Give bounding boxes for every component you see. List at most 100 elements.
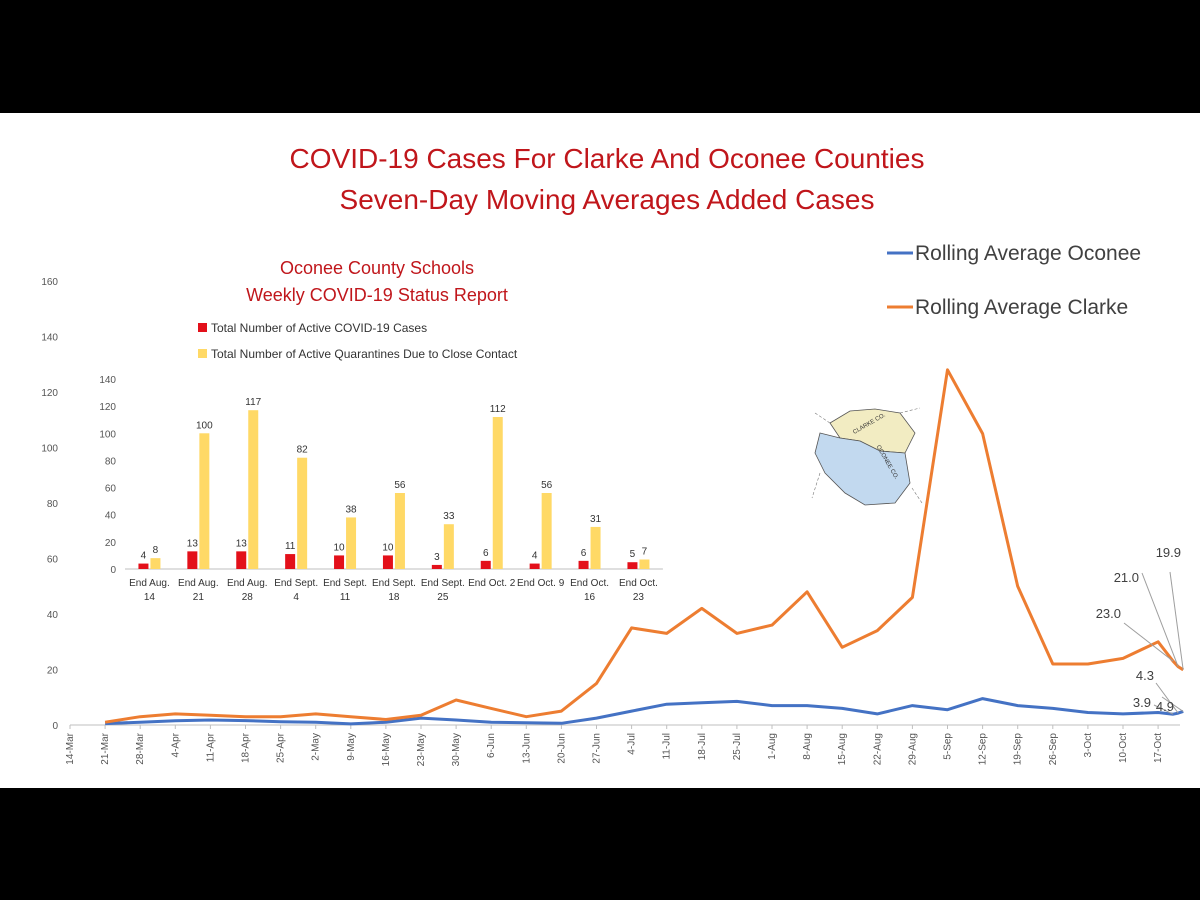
x-tick-label: 5-Sep	[943, 733, 954, 760]
x-tick-label: 29-Aug	[907, 733, 918, 765]
x-tick-label: 11-Jul	[662, 733, 673, 760]
inset-bar-cases	[382, 555, 393, 569]
inset-bar-quarantines	[297, 457, 308, 569]
inset-x-tick-label-line2: 25	[437, 592, 449, 603]
legend-label: Rolling Average Oconee	[915, 242, 1141, 265]
x-tick-label: 4-Apr	[170, 732, 181, 757]
inset-bar-value-label: 56	[541, 480, 553, 491]
inset-bar-value-label: 31	[590, 514, 602, 525]
inset-title-line1: Oconee County Schools	[280, 258, 474, 278]
inset-bar-cases	[285, 554, 296, 569]
inset-x-tick-label: End Sept.	[372, 578, 416, 589]
callout-label: 19.9	[1156, 545, 1181, 560]
x-tick-label: 17-Oct	[1153, 733, 1164, 763]
inset-bar-cases	[187, 551, 198, 569]
inset-x-tick-label-line2: 11	[340, 592, 351, 603]
inset-bar-chart: Oconee County Schools Weekly COVID-19 St…	[99, 258, 663, 603]
inset-bar-quarantines	[150, 558, 161, 569]
inset-y-tick-label: 120	[99, 402, 116, 413]
inset-bar-value-label: 6	[581, 548, 587, 559]
x-tick-label: 28-Mar	[135, 732, 146, 764]
x-tick-label: 10-Oct	[1118, 733, 1129, 763]
inset-x-tick-label-line2: 23	[633, 592, 645, 603]
inset-x-tick-label-line2: 18	[388, 592, 400, 603]
y-tick-label: 80	[47, 499, 59, 510]
inset-bar-value-label: 100	[196, 420, 213, 431]
x-tick-label: 26-Sep	[1048, 733, 1059, 766]
legend-label: Rolling Average Clarke	[915, 296, 1128, 319]
x-tick-label: 14-Mar	[65, 732, 76, 764]
inset-x-tick-label: End Sept.	[421, 578, 465, 589]
inset-x-tick-label: End Sept.	[323, 578, 367, 589]
inset-bar-cases	[627, 562, 638, 569]
inset-bar-quarantines	[346, 517, 357, 569]
inset-bar-cases	[236, 551, 247, 569]
inset-bar-value-label: 13	[187, 538, 199, 549]
inset-bar-value-label: 10	[333, 542, 345, 553]
x-tick-label: 30-May	[451, 733, 462, 766]
inset-bar-cases	[334, 555, 345, 569]
inset-x-tick-label: End Oct. 2	[468, 578, 516, 589]
callout-label: 21.0	[1114, 570, 1139, 585]
x-tick-label: 18-Jul	[697, 733, 708, 760]
y-tick-label: 60	[47, 555, 59, 566]
callout-leader	[1123, 622, 1174, 662]
main-title-line1: COVID-19 Cases For Clarke And Oconee Cou…	[290, 143, 925, 174]
callout-leader	[1141, 572, 1179, 667]
inset-bar-value-label: 33	[443, 511, 455, 522]
inset-legend-cases: Total Number of Active COVID-19 Cases	[211, 321, 427, 335]
inset-bar-value-label: 4	[141, 551, 147, 562]
covid-chart: COVID-19 Cases For Clarke And Oconee Cou…	[41, 143, 1184, 766]
inset-y-tick-label: 80	[105, 456, 117, 467]
x-tick-label: 9-May	[346, 733, 357, 761]
inset-y-tick-label: 20	[105, 538, 117, 549]
y-tick-label: 120	[41, 388, 58, 399]
inset-bar-cases	[480, 560, 491, 569]
x-tick-label: 21-Mar	[100, 732, 111, 764]
y-tick-label: 20	[47, 666, 59, 677]
inset-bar-value-label: 3	[434, 552, 440, 563]
inset-y-tick-label: 100	[99, 429, 116, 440]
callout-label: 23.0	[1096, 606, 1121, 621]
x-tick-label: 15-Aug	[837, 733, 848, 765]
inset-bar-value-label: 4	[532, 551, 538, 562]
inset-bar-quarantines	[541, 493, 552, 569]
inset-bar-value-label: 5	[630, 549, 636, 560]
callout-label: 4.3	[1136, 668, 1154, 683]
inset-bar-quarantines	[394, 493, 405, 569]
x-tick-label: 4-Jul	[627, 733, 638, 755]
inset-bar-value-label: 6	[483, 548, 489, 559]
x-tick-label: 2-May	[311, 733, 322, 761]
inset-bar-cases	[431, 564, 442, 569]
x-tick-label: 3-Oct	[1083, 733, 1094, 758]
inset-bar-quarantines	[248, 410, 259, 569]
callout-leader	[1153, 704, 1174, 715]
main-chart-lines	[104, 368, 1184, 726]
end-value-annotations: 19.9 21.0 23.0 4.3 3.9 4.9	[1096, 545, 1184, 715]
x-tick-label: 16-May	[381, 733, 392, 766]
inset-bar-cases	[138, 563, 149, 569]
series-line-oconee	[105, 697, 1184, 726]
callout-leader	[1169, 571, 1184, 670]
x-tick-label: 25-Apr	[276, 732, 287, 763]
inset-x-tick-label: End Aug.	[178, 578, 219, 589]
inset-y-tick-label: 0	[110, 565, 116, 576]
inset-bar-quarantines	[492, 417, 503, 569]
callout-label: 4.9	[1156, 699, 1174, 714]
series-line-clarke	[104, 368, 1184, 724]
inset-bar-value-label: 7	[642, 547, 648, 558]
inset-bar-quarantines	[639, 559, 650, 569]
inset-x-tick-label-line2: 21	[193, 592, 205, 603]
callout-label: 3.9	[1133, 695, 1151, 710]
y-tick-label: 160	[41, 277, 58, 288]
x-tick-label: 23-May	[416, 733, 427, 766]
x-tick-label: 20-Jun	[556, 733, 567, 764]
x-tick-label: 8-Aug	[802, 733, 813, 760]
inset-bar-cases	[529, 563, 540, 569]
inset-bar-quarantines	[443, 524, 454, 569]
inset-x-tick-label: End Aug.	[129, 578, 170, 589]
main-legend: Rolling Average Oconee Rolling Average Cl…	[887, 242, 1141, 319]
x-tick-label: 13-Jun	[521, 733, 532, 764]
main-title-line2: Seven-Day Moving Averages Added Cases	[340, 184, 875, 215]
